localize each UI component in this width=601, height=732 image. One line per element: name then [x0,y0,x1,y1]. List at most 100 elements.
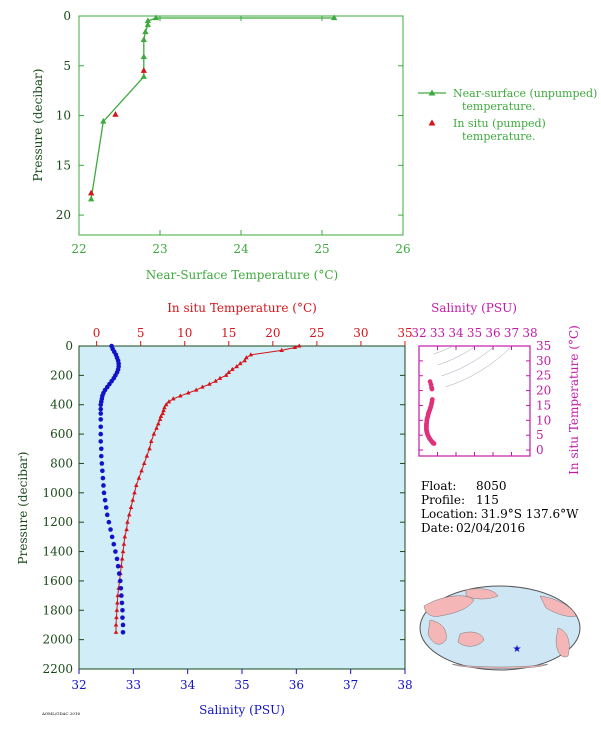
profile-temperature-point [114,615,119,620]
near-surface-chart: 22 23 24 25 26 0 5 10 15 20 Near-Surface Temperat… [31,9,597,282]
ts-y-tick-label: 10 [536,413,551,427]
near-surface-frame [78,15,404,236]
profile-temperature-point [121,541,127,546]
near-surface-series [88,14,338,202]
profile-salinity-point [102,497,108,503]
map-asia-land [423,595,475,617]
profile-temperature-point [147,446,152,451]
profile-temperature-point [157,416,163,421]
profile-y-tick-label: 1800 [42,603,73,617]
ts-density-contour [441,346,496,377]
profile-bottom-tick-label: 36 [289,678,304,692]
near-surface-unpumped-line [90,17,335,200]
near-surface-pumped-point [88,189,95,196]
profile-temperature-point [134,482,139,488]
profile-top-tick-label: 5 [137,326,145,340]
profile-salinity-point [98,446,104,452]
profile-top-tick-label: 0 [93,326,101,340]
profile-temperature-point [148,438,154,443]
profile-temperature-point [213,378,218,383]
near-surface-y-tick-label: 0 [63,9,71,23]
location-label: Location: [421,507,478,521]
ts-y-tick-label: 15 [536,398,551,412]
profile-temperature-point [207,381,212,386]
profile-temperature-point [193,387,199,392]
ts-x-tick-label: 32 [411,326,426,340]
profile-salinity-point [120,615,125,620]
profile-temperature-point [166,399,172,404]
ts-x-tick-label: 35 [467,326,482,340]
profile-salinity-point [98,402,104,408]
profile-salinity-point [118,585,124,591]
profile-salinity-point [120,622,126,628]
profile-salinity-point [98,431,104,437]
profile-salinity-point [98,411,104,416]
world-map: ★ [419,585,581,671]
near-surface-unpumped-point [88,195,95,202]
profile-temperature-point [113,622,119,627]
profile-temperature-point [217,375,223,380]
profile-temperature-point [130,497,136,502]
near-surface-x-tick-label: 23 [152,242,167,256]
profile-salinity-point [120,629,126,635]
near-surface-unpumped-point [140,53,147,59]
near-surface-y-tick-label: 20 [56,208,71,222]
location-value: 31.9°S 137.6°W [481,507,579,521]
profile-salinity-point [119,593,124,598]
profile-temperature-point [144,453,150,458]
near-surface-unpumped-point [142,28,149,35]
ts-density-contour [407,244,440,277]
profile-top-tick-label: 30 [353,326,368,340]
profile-salinity-point [100,475,106,481]
profile-y-tick-label: 600 [50,427,73,441]
ts-points [424,379,437,446]
profile-salinity-point [108,527,113,532]
ts-y-tick-label: 0 [536,443,544,457]
legend-pumped-line2: temperature. [462,130,536,143]
profile-temperature-point [223,372,229,377]
profile-temperature-point [226,369,232,374]
ts-y-axis-label: In situ Temperature (°C) [567,325,581,475]
near-surface-x-tick-label: 26 [395,242,410,256]
profile-temperature-point [185,390,191,395]
near-surface-unpumped-point [144,17,151,24]
ts-x-tick-label: 34 [448,326,464,340]
profile-salinity-point [98,424,104,430]
profile-top-tick-label: 35 [397,326,412,340]
near-surface-y-tick-label: 10 [56,109,71,123]
profile-temperature-point [122,534,128,539]
near-surface-x-tick-label: 22 [71,242,86,256]
profile-y-tick-label: 1400 [42,545,73,559]
profile-temperature-point [171,396,176,401]
map-australia-land [457,631,485,647]
profile-top-tick-label: 15 [221,326,236,340]
profile-y-tick-label: 2000 [42,633,73,647]
profile-y-tick-label: 1200 [42,515,73,529]
near-surface-unpumped-point [152,14,160,21]
profile-series [98,343,302,635]
near-surface-unpumped-point [100,117,107,124]
profile-y-tick-label: 200 [50,368,73,382]
profile-bottom-tick-label: 38 [397,678,412,692]
profile-salinity-point [98,439,104,444]
profile-temperature-point [154,425,159,430]
profile-y-axis-label: Pressure (decibar) [16,452,30,565]
profile-temperature-point [158,413,164,419]
profile-y-tick-label: 400 [50,398,73,412]
profile-salinity-point [111,541,117,547]
profile-temperature-point [136,475,142,480]
profile-plot-area [78,345,406,670]
profile-temperature-point [125,519,130,524]
near-surface-y-axis-label: Pressure (decibar) [31,69,45,182]
profile-temperature-point [242,358,247,363]
near-surface-x-axis-label: Near-Surface Temperature (°C) [146,268,338,282]
profile-temperature-point [139,468,144,473]
date-value: 02/04/2016 [456,521,525,535]
float-info: Float: 8050 Profile: 115 Location: 31.9°… [421,479,579,535]
ts-y-tick-label: 5 [536,428,544,442]
legend-marker-pumped [428,119,436,126]
ts-y-tick-label: 20 [536,384,551,398]
profile-y-tick-label: 800 [50,456,73,470]
